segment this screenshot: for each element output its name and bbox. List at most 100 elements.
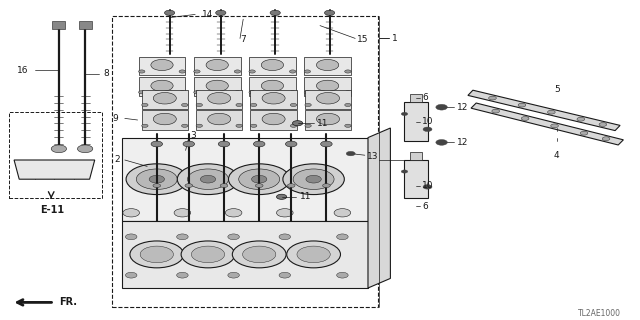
Circle shape bbox=[276, 209, 293, 217]
Circle shape bbox=[401, 170, 408, 173]
Polygon shape bbox=[122, 138, 368, 221]
Circle shape bbox=[177, 234, 188, 240]
Bar bbox=[194, 57, 241, 75]
Circle shape bbox=[599, 123, 607, 126]
Circle shape bbox=[196, 124, 202, 127]
Circle shape bbox=[249, 91, 255, 94]
Circle shape bbox=[297, 246, 330, 263]
Circle shape bbox=[141, 124, 148, 127]
Circle shape bbox=[77, 145, 93, 153]
Bar bbox=[9, 112, 102, 198]
Bar bbox=[250, 110, 297, 130]
Bar bbox=[196, 110, 243, 130]
Bar bbox=[141, 90, 188, 109]
Circle shape bbox=[423, 127, 432, 132]
Circle shape bbox=[174, 209, 191, 217]
Circle shape bbox=[216, 10, 226, 15]
Circle shape bbox=[188, 169, 228, 189]
Circle shape bbox=[285, 141, 297, 147]
Circle shape bbox=[182, 124, 188, 127]
Circle shape bbox=[126, 164, 188, 195]
Circle shape bbox=[179, 70, 186, 73]
Bar bbox=[112, 16, 378, 307]
Bar bbox=[304, 77, 351, 96]
Circle shape bbox=[151, 60, 173, 71]
Circle shape bbox=[200, 175, 216, 183]
Circle shape bbox=[149, 175, 164, 183]
Bar bbox=[305, 110, 351, 130]
Text: 12: 12 bbox=[457, 103, 468, 112]
Text: 2: 2 bbox=[114, 156, 120, 164]
Circle shape bbox=[261, 80, 284, 92]
Circle shape bbox=[287, 184, 295, 188]
Circle shape bbox=[304, 70, 310, 73]
Circle shape bbox=[228, 164, 290, 195]
Circle shape bbox=[228, 234, 239, 240]
Circle shape bbox=[292, 121, 303, 126]
Circle shape bbox=[580, 131, 588, 135]
Circle shape bbox=[182, 103, 188, 107]
Circle shape bbox=[191, 246, 225, 263]
Circle shape bbox=[283, 164, 344, 195]
Circle shape bbox=[345, 103, 351, 107]
Circle shape bbox=[436, 104, 447, 110]
Circle shape bbox=[262, 113, 285, 125]
Circle shape bbox=[279, 272, 291, 278]
Circle shape bbox=[151, 80, 173, 92]
Circle shape bbox=[179, 91, 186, 94]
Circle shape bbox=[518, 103, 526, 107]
Circle shape bbox=[346, 151, 355, 156]
Text: 7: 7 bbox=[240, 36, 246, 44]
Circle shape bbox=[164, 10, 175, 15]
Text: 6: 6 bbox=[422, 93, 428, 102]
Circle shape bbox=[232, 241, 286, 268]
Circle shape bbox=[239, 169, 280, 189]
Circle shape bbox=[305, 103, 311, 107]
Circle shape bbox=[220, 184, 228, 188]
Circle shape bbox=[236, 103, 243, 107]
Circle shape bbox=[243, 246, 276, 263]
Circle shape bbox=[316, 60, 339, 71]
Circle shape bbox=[207, 113, 231, 125]
Circle shape bbox=[577, 117, 585, 121]
Bar bbox=[250, 90, 297, 109]
Circle shape bbox=[250, 103, 257, 107]
Circle shape bbox=[270, 10, 280, 15]
Circle shape bbox=[22, 167, 32, 172]
Text: 5: 5 bbox=[554, 85, 559, 94]
Bar bbox=[138, 77, 186, 96]
Circle shape bbox=[276, 194, 287, 199]
Circle shape bbox=[249, 70, 255, 73]
Text: 11: 11 bbox=[317, 119, 328, 128]
Circle shape bbox=[196, 103, 202, 107]
Bar bbox=[52, 21, 65, 29]
Circle shape bbox=[41, 167, 51, 172]
Text: 4: 4 bbox=[554, 151, 559, 160]
Circle shape bbox=[521, 116, 529, 120]
Text: E-11: E-11 bbox=[40, 204, 65, 215]
Circle shape bbox=[252, 175, 267, 183]
Bar bbox=[410, 152, 422, 160]
Circle shape bbox=[138, 91, 145, 94]
Bar bbox=[404, 102, 428, 141]
Polygon shape bbox=[122, 221, 368, 288]
Bar bbox=[305, 90, 351, 109]
Bar bbox=[404, 160, 428, 198]
Circle shape bbox=[151, 141, 163, 147]
Circle shape bbox=[323, 184, 330, 188]
Circle shape bbox=[316, 80, 339, 92]
Circle shape bbox=[153, 184, 161, 188]
Bar bbox=[249, 77, 296, 96]
Text: 13: 13 bbox=[367, 152, 378, 161]
Text: 12: 12 bbox=[457, 138, 468, 147]
Circle shape bbox=[206, 60, 228, 71]
Circle shape bbox=[489, 96, 497, 100]
Circle shape bbox=[324, 10, 335, 15]
Circle shape bbox=[183, 141, 195, 147]
Text: TL2AE1000: TL2AE1000 bbox=[578, 309, 621, 318]
Bar bbox=[79, 21, 92, 29]
Circle shape bbox=[291, 124, 297, 127]
Polygon shape bbox=[468, 90, 620, 131]
Circle shape bbox=[60, 167, 70, 172]
Circle shape bbox=[305, 124, 311, 127]
